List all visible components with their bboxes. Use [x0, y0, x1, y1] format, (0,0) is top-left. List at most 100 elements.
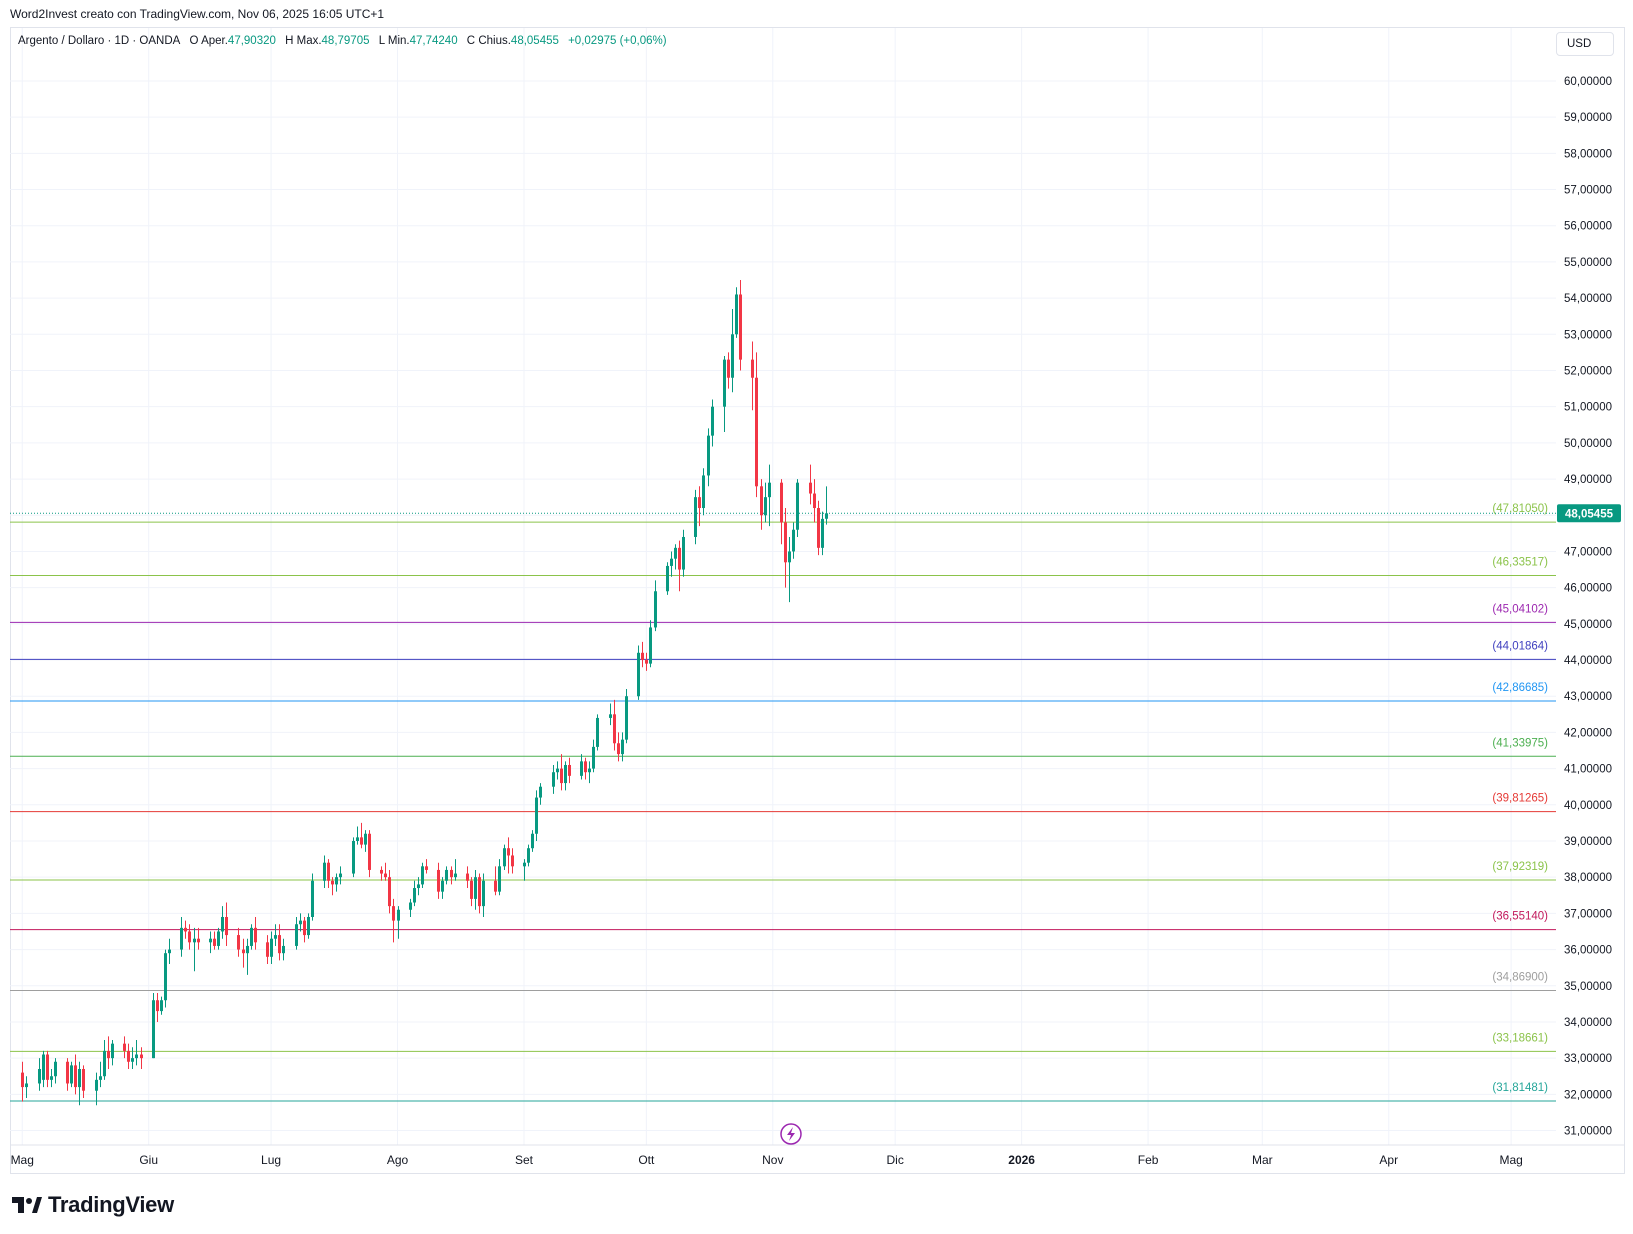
candle	[507, 837, 510, 874]
event-marker-icon[interactable]	[780, 1123, 802, 1145]
high-value: 48,79705	[321, 35, 370, 47]
candle-body	[494, 880, 497, 892]
candle-body	[111, 1043, 114, 1059]
horizontal-level-label: (33,18661)	[1492, 1032, 1548, 1044]
candle	[95, 1072, 98, 1106]
tradingview-logo[interactable]: TradingView	[12, 1192, 174, 1218]
candle-body	[437, 869, 440, 892]
candle	[821, 511, 824, 556]
candle-body	[209, 938, 212, 943]
candle-body	[784, 522, 787, 563]
candle-body	[409, 902, 412, 910]
candle-body	[711, 406, 714, 436]
candle	[739, 280, 742, 371]
candle-body	[131, 1058, 134, 1062]
time-tick-label: Mag	[1499, 1153, 1522, 1167]
candle-body	[450, 869, 453, 878]
candle-body	[413, 888, 416, 903]
candle	[649, 620, 652, 668]
candle	[197, 927, 200, 950]
time-axis: Mag Giu Lug Ago Set Ott Nov Dic 2026 Feb Mar Apr Mag	[10, 1144, 1625, 1167]
candle-body	[70, 1065, 73, 1084]
candle	[596, 714, 599, 751]
candle-body	[95, 1079, 98, 1091]
candle-body	[388, 877, 391, 907]
candle	[494, 866, 497, 896]
low-value: 47,74240	[409, 35, 458, 47]
candle	[42, 1050, 45, 1088]
candle	[702, 468, 705, 516]
candle	[711, 399, 714, 447]
candle	[466, 866, 469, 889]
candle	[621, 732, 624, 762]
candle	[527, 844, 530, 867]
candle	[425, 859, 428, 874]
candle	[70, 1061, 73, 1088]
candle	[152, 992, 155, 1059]
candle	[637, 645, 640, 700]
horizontal-level-label: (39,81265)	[1492, 793, 1548, 805]
candle-body	[82, 1068, 85, 1091]
candle	[698, 486, 701, 527]
candle	[755, 352, 758, 498]
price-tick-label: 33,00000	[1564, 1053, 1612, 1065]
high-text: Max.	[296, 35, 322, 47]
candle	[792, 522, 795, 559]
candle-body	[678, 547, 681, 570]
candle	[168, 938, 171, 965]
candle-body	[421, 866, 424, 885]
candle-body	[780, 482, 783, 523]
open-label: O	[189, 35, 199, 47]
candle	[311, 873, 314, 921]
candle	[66, 1058, 69, 1091]
candle-body	[654, 591, 657, 628]
candle-body	[282, 945, 285, 954]
candle-body	[397, 909, 400, 921]
horizontal-level-label: (46,33517)	[1492, 557, 1548, 569]
candle	[784, 508, 787, 588]
candle-body	[103, 1050, 106, 1077]
horizontal-level-label: (36,55140)	[1492, 911, 1548, 923]
candle-body	[184, 927, 187, 932]
candle-body	[274, 935, 277, 939]
candle	[103, 1040, 106, 1080]
horizontal-level-label: (47,81050)	[1492, 503, 1548, 515]
last-price-badge-bg	[1557, 504, 1621, 523]
candle-body	[38, 1068, 41, 1084]
candle-body	[152, 1000, 155, 1059]
candle	[254, 916, 257, 950]
price-tick-label: 46,00000	[1564, 583, 1612, 595]
candle	[127, 1043, 130, 1069]
price-tick-label: 42,00000	[1564, 727, 1612, 739]
candle-body	[584, 761, 587, 773]
candle	[552, 764, 555, 794]
candle	[503, 844, 506, 870]
candle-body	[299, 920, 302, 925]
price-tick-label: 54,00000	[1564, 293, 1612, 305]
candle	[413, 880, 416, 907]
price-tick-label: 51,00000	[1564, 402, 1612, 414]
candle	[780, 479, 783, 545]
open-value: 47,90320	[227, 35, 276, 47]
candle	[225, 902, 228, 946]
candle-body	[246, 945, 249, 954]
candle	[817, 500, 820, 556]
candle	[625, 688, 628, 744]
candle-body	[339, 873, 342, 878]
candle-body	[295, 924, 298, 946]
candle	[266, 935, 269, 965]
candle	[641, 641, 644, 668]
candle-body	[74, 1065, 77, 1088]
candle-body	[625, 696, 628, 740]
candle	[278, 924, 281, 961]
candle-body	[352, 840, 355, 874]
symbol-label[interactable]: Argento / Dollaro · 1D · OANDA	[18, 35, 181, 47]
currency-button[interactable]: USD	[1556, 32, 1614, 56]
candle	[409, 898, 412, 917]
candle-body	[552, 772, 555, 787]
candle	[131, 1047, 134, 1069]
candle	[613, 699, 616, 751]
price-tick-label: 34,00000	[1564, 1017, 1612, 1029]
candle-body	[666, 565, 669, 592]
